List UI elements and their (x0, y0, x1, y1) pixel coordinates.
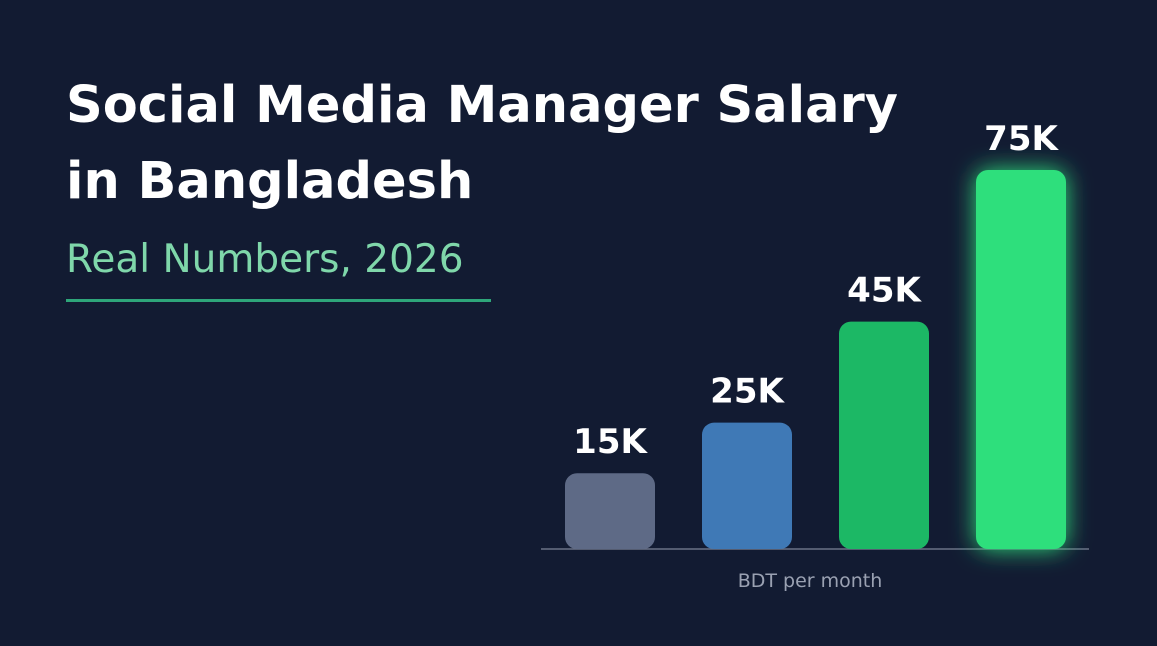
chart-subtitle: Real Numbers, 2026 (66, 237, 464, 282)
value-label: 45K (847, 271, 922, 311)
chart-title-line: Social Media Manager Salary (66, 76, 898, 135)
bar (976, 170, 1066, 549)
x-axis-label: BDT per month (738, 570, 883, 592)
bar (839, 321, 929, 549)
value-label: 75K (984, 119, 1059, 159)
value-label: 15K (573, 422, 648, 462)
bar (702, 422, 792, 549)
bar (565, 473, 655, 549)
chart-title-line: in Bangladesh (66, 152, 473, 211)
subtitle-underline (66, 299, 491, 302)
value-label: 25K (710, 372, 785, 412)
